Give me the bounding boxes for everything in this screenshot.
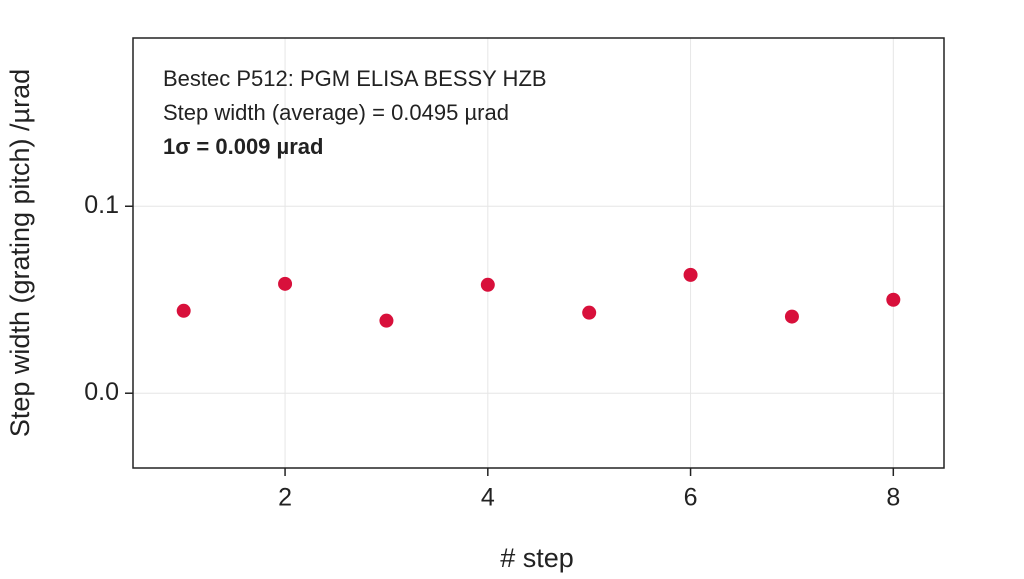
data-point: [480, 277, 495, 292]
data-point: [683, 267, 698, 282]
y-tick-label: 0.0: [84, 378, 119, 406]
plot-frame: [132, 37, 945, 469]
data-point: [886, 292, 901, 307]
data-point: [176, 303, 191, 318]
x-tick-label: 2: [278, 484, 292, 512]
y-axis-label: Step width (grating pitch) /µrad: [5, 69, 35, 437]
data-point: [784, 309, 799, 324]
data-point: [379, 313, 394, 328]
x-tick-label: 6: [684, 484, 698, 512]
x-tick-label: 4: [481, 484, 495, 512]
data-point: [582, 305, 597, 320]
x-tick-label: 8: [886, 484, 900, 512]
y-tick-label: 0.1: [84, 191, 119, 219]
data-point: [278, 276, 293, 291]
x-axis-label: # step: [500, 543, 574, 573]
annotation: 1σ = 0.009 µrad: [163, 134, 323, 159]
annotation: Bestec P512: PGM ELISA BESSY HZB: [163, 66, 547, 91]
annotation: Step width (average) = 0.0495 µrad: [163, 100, 509, 125]
